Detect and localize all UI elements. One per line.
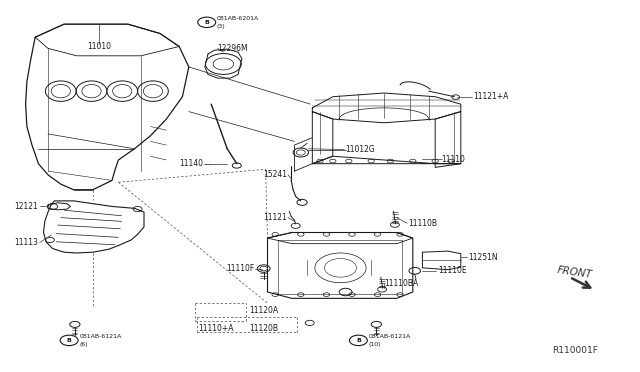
Text: 11121+A: 11121+A xyxy=(474,92,509,101)
Text: (3): (3) xyxy=(216,23,225,29)
Text: B: B xyxy=(67,338,72,343)
Text: 12296M: 12296M xyxy=(218,44,248,53)
Text: (10): (10) xyxy=(369,341,381,347)
Text: 11121: 11121 xyxy=(264,213,287,222)
Text: 081AB-6121A: 081AB-6121A xyxy=(369,334,411,339)
Text: 11140: 11140 xyxy=(179,159,204,168)
Text: 081AB-6121A: 081AB-6121A xyxy=(80,334,122,339)
Text: 11110B: 11110B xyxy=(408,219,437,228)
Text: 11010: 11010 xyxy=(87,42,111,51)
Text: B: B xyxy=(356,338,361,343)
Text: 11251N: 11251N xyxy=(468,253,498,262)
Text: 11110E: 11110E xyxy=(438,266,467,275)
Text: 11120B: 11120B xyxy=(250,324,278,333)
Text: 11110BA: 11110BA xyxy=(384,279,419,288)
Text: 081AB-6201A: 081AB-6201A xyxy=(216,16,259,21)
Text: B: B xyxy=(204,20,209,25)
Text: R110001F: R110001F xyxy=(552,346,598,355)
Text: 11113: 11113 xyxy=(15,238,38,247)
Text: (6): (6) xyxy=(80,341,88,347)
Text: 11120A: 11120A xyxy=(250,306,279,315)
Text: 11012G: 11012G xyxy=(346,145,375,154)
Text: FRONT: FRONT xyxy=(557,265,593,280)
Text: 12121: 12121 xyxy=(15,202,38,211)
Text: 11110F: 11110F xyxy=(227,264,255,273)
Text: 11110: 11110 xyxy=(442,155,465,164)
Text: 15241: 15241 xyxy=(263,170,287,179)
Text: 11110+A: 11110+A xyxy=(198,324,234,333)
